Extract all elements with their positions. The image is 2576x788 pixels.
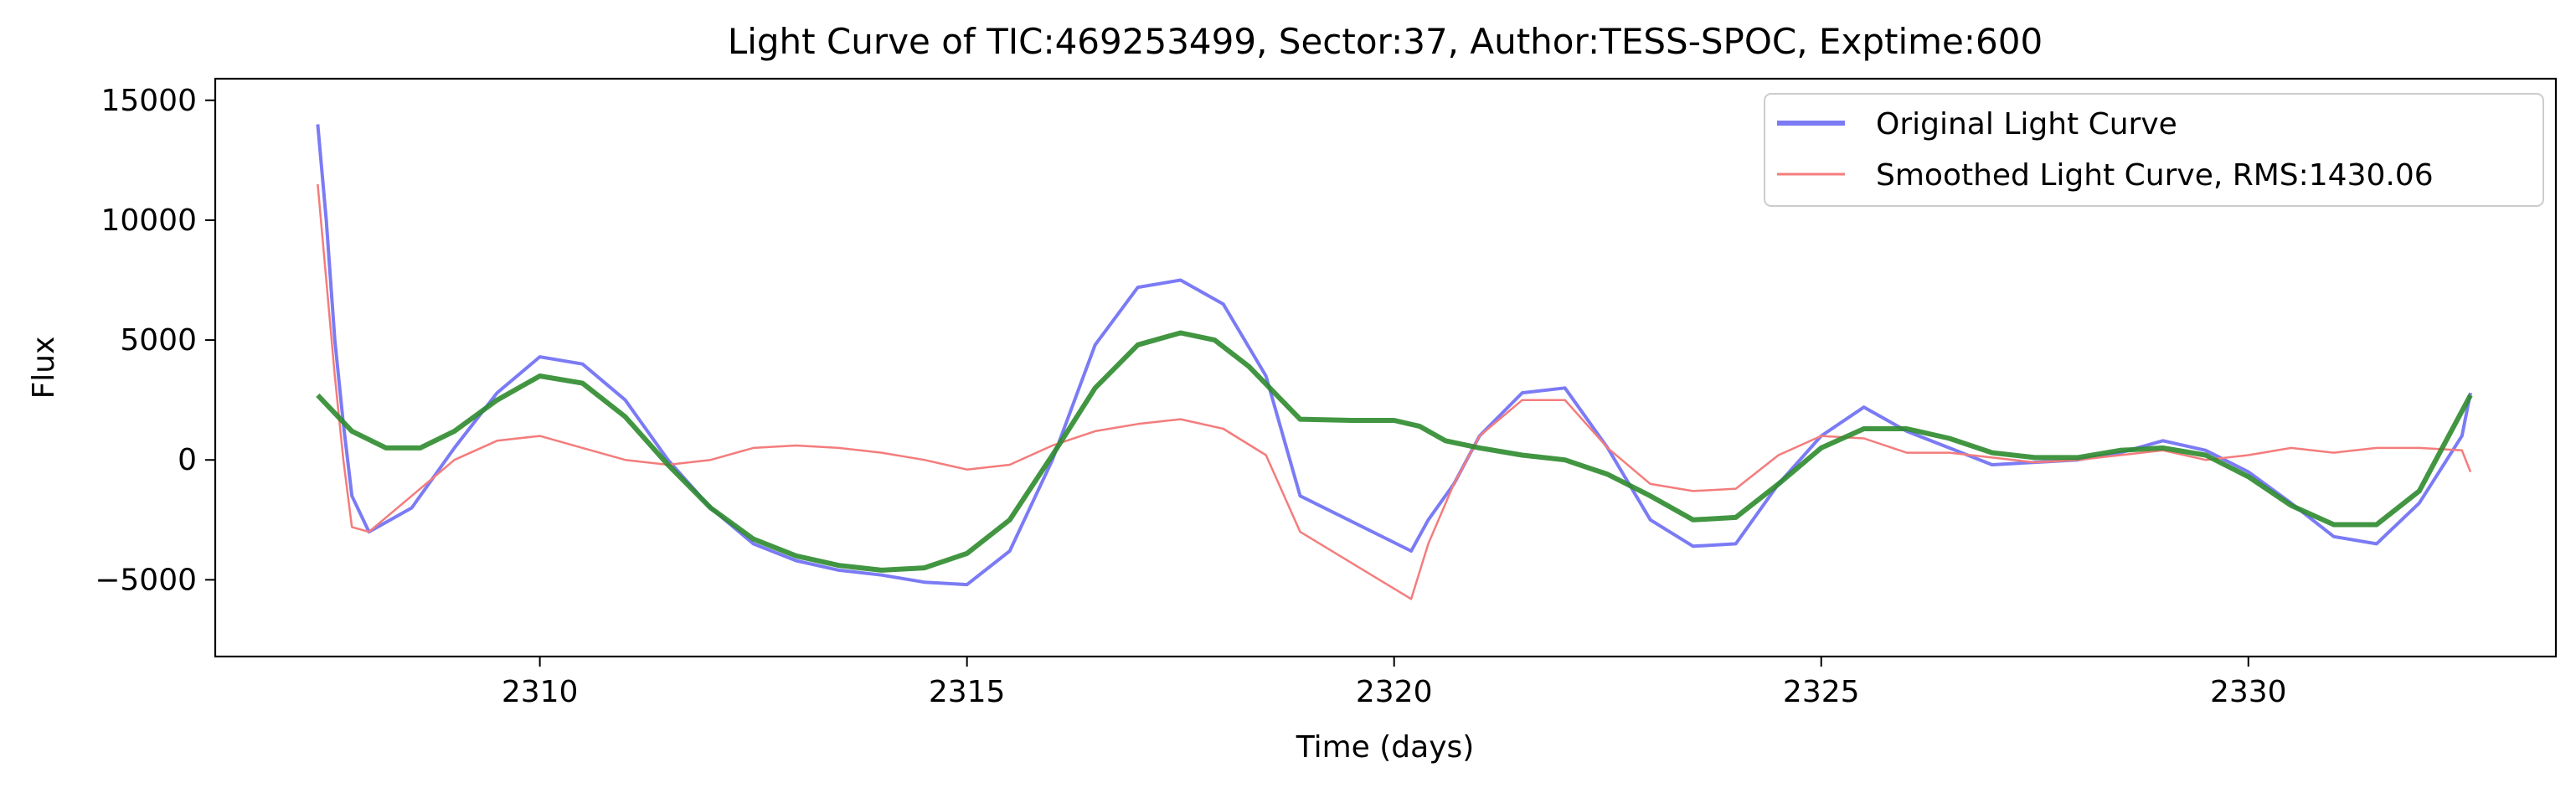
plot-frame <box>214 77 2558 658</box>
series-layer <box>316 124 2473 600</box>
x-axis-label: Time (days) <box>1296 730 1475 765</box>
legend-label-original: Original Light Curve <box>1876 107 2177 142</box>
legend-label-smoothed: Smoothed Light Curve, RMS:1430.06 <box>1876 158 2434 193</box>
y-tick-label: 15000 <box>100 84 197 118</box>
x-tick-label: 2325 <box>1783 675 1860 709</box>
y-axis-label: Flux <box>27 337 61 399</box>
x-axis: 2310 2315 2320 2325 2330 <box>502 657 2287 709</box>
y-tick-label: 5000 <box>120 323 197 358</box>
smoothed-light-curve-line <box>317 183 2472 600</box>
chart-title: Light Curve of TIC:469253499, Sector:37,… <box>728 21 2043 62</box>
legend-box <box>1764 93 2544 207</box>
x-tick-label: 2330 <box>2210 675 2287 709</box>
y-tick-label: −5000 <box>95 563 197 597</box>
y-axis: −5000 0 5000 10000 15000 <box>95 84 215 597</box>
y-tick-label: 10000 <box>100 203 197 238</box>
y-tick-label: 0 <box>178 443 197 477</box>
x-tick-label: 2310 <box>502 675 579 709</box>
legend: Original Light Curve Smoothed Light Curv… <box>1764 93 2544 207</box>
x-tick-label: 2315 <box>929 675 1006 709</box>
x-tick-label: 2320 <box>1356 675 1433 709</box>
trend-fit-line <box>316 330 2473 573</box>
